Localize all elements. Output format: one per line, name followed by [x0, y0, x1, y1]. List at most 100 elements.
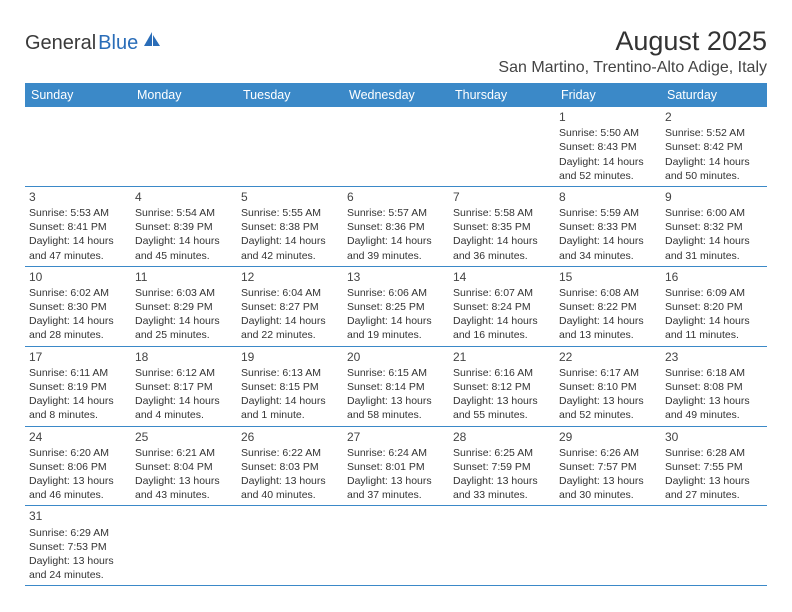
day-cell: 18Sunrise: 6:12 AMSunset: 8:17 PMDayligh… — [131, 347, 237, 426]
day-number: 29 — [559, 429, 657, 445]
day-cell: 1Sunrise: 5:50 AMSunset: 8:43 PMDaylight… — [555, 107, 661, 186]
sunrise-text: Sunrise: 6:22 AM — [241, 446, 339, 460]
day-number: 8 — [559, 189, 657, 205]
sunrise-text: Sunrise: 6:12 AM — [135, 366, 233, 380]
day-number: 18 — [135, 349, 233, 365]
empty-cell — [25, 107, 131, 186]
sunset-text: Sunset: 8:04 PM — [135, 460, 233, 474]
daylight2-text: and 45 minutes. — [135, 249, 233, 263]
day-number: 1 — [559, 109, 657, 125]
sunrise-text: Sunrise: 6:00 AM — [665, 206, 763, 220]
sunrise-text: Sunrise: 6:08 AM — [559, 286, 657, 300]
day-cell: 26Sunrise: 6:22 AMSunset: 8:03 PMDayligh… — [237, 427, 343, 506]
sunrise-text: Sunrise: 6:28 AM — [665, 446, 763, 460]
day-number: 22 — [559, 349, 657, 365]
daylight1-text: Daylight: 14 hours — [347, 314, 445, 328]
sunset-text: Sunset: 8:17 PM — [135, 380, 233, 394]
day-header: Thursday — [449, 83, 555, 107]
header-row: GeneralBlue August 2025 San Martino, Tre… — [25, 26, 767, 77]
daylight1-text: Daylight: 13 hours — [453, 474, 551, 488]
daylight1-text: Daylight: 14 hours — [135, 394, 233, 408]
day-cell: 17Sunrise: 6:11 AMSunset: 8:19 PMDayligh… — [25, 347, 131, 426]
day-number: 30 — [665, 429, 763, 445]
daylight1-text: Daylight: 14 hours — [135, 234, 233, 248]
daylight2-text: and 28 minutes. — [29, 328, 127, 342]
day-cell: 9Sunrise: 6:00 AMSunset: 8:32 PMDaylight… — [661, 187, 767, 266]
day-number: 6 — [347, 189, 445, 205]
sunset-text: Sunset: 8:36 PM — [347, 220, 445, 234]
sunrise-text: Sunrise: 6:16 AM — [453, 366, 551, 380]
day-number: 5 — [241, 189, 339, 205]
day-cell: 3Sunrise: 5:53 AMSunset: 8:41 PMDaylight… — [25, 187, 131, 266]
sunset-text: Sunset: 7:57 PM — [559, 460, 657, 474]
sunset-text: Sunset: 8:41 PM — [29, 220, 127, 234]
daylight2-text: and 13 minutes. — [559, 328, 657, 342]
day-cell: 5Sunrise: 5:55 AMSunset: 8:38 PMDaylight… — [237, 187, 343, 266]
daylight1-text: Daylight: 13 hours — [135, 474, 233, 488]
sunset-text: Sunset: 8:03 PM — [241, 460, 339, 474]
daylight2-text: and 8 minutes. — [29, 408, 127, 422]
day-number: 2 — [665, 109, 763, 125]
day-cell: 12Sunrise: 6:04 AMSunset: 8:27 PMDayligh… — [237, 267, 343, 346]
daylight2-text: and 24 minutes. — [29, 568, 127, 582]
day-cell: 6Sunrise: 5:57 AMSunset: 8:36 PMDaylight… — [343, 187, 449, 266]
day-number: 13 — [347, 269, 445, 285]
day-number: 17 — [29, 349, 127, 365]
day-number: 9 — [665, 189, 763, 205]
daylight2-text: and 25 minutes. — [135, 328, 233, 342]
daylight2-text: and 47 minutes. — [29, 249, 127, 263]
daylight1-text: Daylight: 14 hours — [453, 234, 551, 248]
day-cell: 8Sunrise: 5:59 AMSunset: 8:33 PMDaylight… — [555, 187, 661, 266]
daylight1-text: Daylight: 14 hours — [29, 394, 127, 408]
day-cell: 11Sunrise: 6:03 AMSunset: 8:29 PMDayligh… — [131, 267, 237, 346]
week-row: 10Sunrise: 6:02 AMSunset: 8:30 PMDayligh… — [25, 267, 767, 347]
daylight1-text: Daylight: 14 hours — [135, 314, 233, 328]
day-number: 15 — [559, 269, 657, 285]
day-number: 26 — [241, 429, 339, 445]
sunset-text: Sunset: 8:29 PM — [135, 300, 233, 314]
day-cell: 7Sunrise: 5:58 AMSunset: 8:35 PMDaylight… — [449, 187, 555, 266]
sunset-text: Sunset: 8:42 PM — [665, 140, 763, 154]
daylight1-text: Daylight: 13 hours — [241, 474, 339, 488]
sunrise-text: Sunrise: 6:06 AM — [347, 286, 445, 300]
sunset-text: Sunset: 7:53 PM — [29, 540, 127, 554]
sunrise-text: Sunrise: 6:25 AM — [453, 446, 551, 460]
day-cell: 19Sunrise: 6:13 AMSunset: 8:15 PMDayligh… — [237, 347, 343, 426]
day-number: 24 — [29, 429, 127, 445]
day-number: 10 — [29, 269, 127, 285]
sunrise-text: Sunrise: 6:21 AM — [135, 446, 233, 460]
location-text: San Martino, Trentino-Alto Adige, Italy — [498, 59, 767, 77]
sail-icon — [142, 30, 162, 50]
daylight2-text: and 37 minutes. — [347, 488, 445, 502]
calendar-grid: SundayMondayTuesdayWednesdayThursdayFrid… — [25, 83, 767, 586]
sunrise-text: Sunrise: 6:15 AM — [347, 366, 445, 380]
daylight2-text: and 30 minutes. — [559, 488, 657, 502]
sunset-text: Sunset: 8:27 PM — [241, 300, 339, 314]
daylight2-text: and 27 minutes. — [665, 488, 763, 502]
daylight2-text: and 1 minute. — [241, 408, 339, 422]
empty-cell — [237, 107, 343, 186]
sunset-text: Sunset: 7:55 PM — [665, 460, 763, 474]
sunset-text: Sunset: 7:59 PM — [453, 460, 551, 474]
week-row: 17Sunrise: 6:11 AMSunset: 8:19 PMDayligh… — [25, 347, 767, 427]
day-cell: 20Sunrise: 6:15 AMSunset: 8:14 PMDayligh… — [343, 347, 449, 426]
sunrise-text: Sunrise: 5:57 AM — [347, 206, 445, 220]
sunset-text: Sunset: 8:32 PM — [665, 220, 763, 234]
day-cell: 14Sunrise: 6:07 AMSunset: 8:24 PMDayligh… — [449, 267, 555, 346]
sunset-text: Sunset: 8:35 PM — [453, 220, 551, 234]
empty-cell — [343, 107, 449, 186]
sunset-text: Sunset: 8:12 PM — [453, 380, 551, 394]
calendar-page: GeneralBlue August 2025 San Martino, Tre… — [0, 0, 792, 586]
week-row: 24Sunrise: 6:20 AMSunset: 8:06 PMDayligh… — [25, 427, 767, 507]
sunrise-text: Sunrise: 6:18 AM — [665, 366, 763, 380]
day-number: 27 — [347, 429, 445, 445]
daylight1-text: Daylight: 13 hours — [453, 394, 551, 408]
sunset-text: Sunset: 8:22 PM — [559, 300, 657, 314]
daylight2-text: and 36 minutes. — [453, 249, 551, 263]
daylight2-text: and 22 minutes. — [241, 328, 339, 342]
daylight1-text: Daylight: 14 hours — [347, 234, 445, 248]
daylight2-text: and 46 minutes. — [29, 488, 127, 502]
logo-text-blue: Blue — [98, 32, 138, 55]
empty-cell — [555, 506, 661, 585]
sunrise-text: Sunrise: 5:52 AM — [665, 126, 763, 140]
